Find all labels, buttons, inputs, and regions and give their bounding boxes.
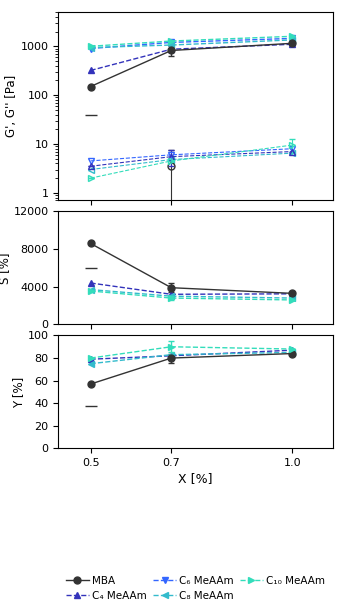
Y-axis label: Y [%]: Y [%]	[12, 376, 25, 408]
Y-axis label: S [%]: S [%]	[0, 252, 11, 284]
Legend: MBA, C₄ MeAAm, C₆ MeAAm, C₈ MeAAm, C₁₀ MeAAm: MBA, C₄ MeAAm, C₆ MeAAm, C₈ MeAAm, C₁₀ M…	[66, 576, 325, 601]
X-axis label: X [%]: X [%]	[178, 472, 213, 485]
Y-axis label: G', G'' [Pa]: G', G'' [Pa]	[5, 75, 18, 138]
